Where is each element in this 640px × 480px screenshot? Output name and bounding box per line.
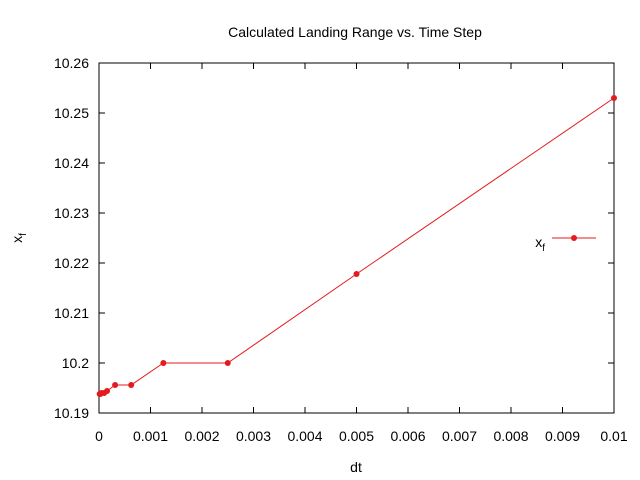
legend: xf xyxy=(535,234,596,254)
x-tick-label: 0.009 xyxy=(545,428,580,444)
x-tick-label: 0.002 xyxy=(184,428,219,444)
data-point xyxy=(611,95,617,101)
x-tick-label: 0 xyxy=(95,428,103,444)
x-tick-label: 0.005 xyxy=(339,428,374,444)
legend-label-base: x xyxy=(535,234,542,250)
data-point xyxy=(353,271,360,277)
y-axis-label-base: x xyxy=(9,236,25,243)
series-layer xyxy=(96,95,617,397)
y-tick-label: 10.23 xyxy=(54,205,89,221)
x-tick-label: 0.008 xyxy=(493,428,528,444)
y-tick-label: 10.21 xyxy=(54,305,89,321)
x-tick-label: 0.007 xyxy=(442,428,477,444)
y-tick-labels: 10.19 10.2 10.21 10.22 10.23 10.24 10.25 10.26 xyxy=(54,55,89,421)
data-point xyxy=(160,360,167,366)
chart-title: Calculated Landing Range vs. Time Step xyxy=(228,24,482,40)
legend-label-sub: f xyxy=(542,243,545,254)
x-tick-label: 0.006 xyxy=(390,428,425,444)
plot-frame xyxy=(98,62,615,414)
legend-marker xyxy=(571,235,577,241)
svg-text:xf: xf xyxy=(9,233,29,243)
x-tick-label: 0.001 xyxy=(133,428,168,444)
data-point xyxy=(128,382,135,388)
y-axis-label: xf xyxy=(9,233,29,243)
x-tick-label: 0.004 xyxy=(287,428,322,444)
y-tick-label: 10.2 xyxy=(62,355,89,371)
y-tick-label: 10.26 xyxy=(54,55,89,71)
data-point xyxy=(104,388,111,394)
x-tick-label: 0.003 xyxy=(236,428,271,444)
data-point xyxy=(224,360,231,366)
y-tick-label: 10.24 xyxy=(54,155,89,171)
x-tick-labels: 0 0.001 0.002 0.003 0.004 0.005 0.006 0.007 0.00… xyxy=(95,428,628,444)
y-axis-label-sub: f xyxy=(18,233,29,236)
data-point xyxy=(112,382,119,388)
x-axis-label: dt xyxy=(350,459,362,475)
y-tick-label: 10.25 xyxy=(54,105,89,121)
y-tick-label: 10.22 xyxy=(54,255,89,271)
y-tick-label: 10.19 xyxy=(54,405,89,421)
x-tick-label: 0.01 xyxy=(600,428,627,444)
legend-label: xf xyxy=(535,234,545,254)
